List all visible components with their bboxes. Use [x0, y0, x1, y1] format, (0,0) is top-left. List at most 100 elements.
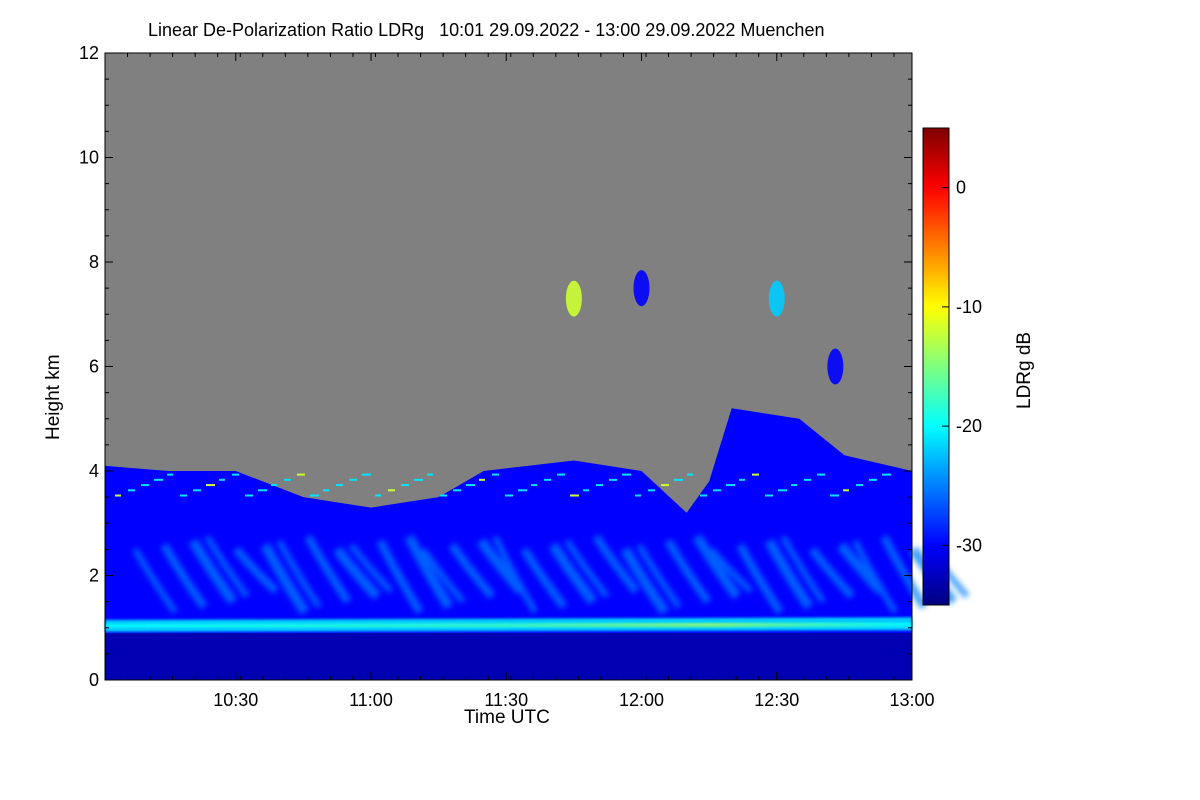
fall-streak	[520, 547, 568, 610]
sparkle	[843, 489, 849, 492]
sparkle	[830, 494, 839, 497]
sparkle	[453, 489, 461, 492]
fall-streak	[333, 546, 381, 600]
fall-streak	[780, 535, 826, 604]
fall-streak	[476, 538, 525, 595]
sparkle	[336, 484, 343, 487]
x-tick-label: 11:00	[349, 690, 393, 710]
colorbar-tick-label: -30	[956, 535, 982, 555]
sparkle	[596, 484, 603, 487]
sparkle	[401, 484, 409, 487]
y-tick-label: 12	[79, 43, 99, 63]
sparkle	[804, 478, 811, 481]
sparkle	[882, 473, 891, 476]
fall-streak	[636, 543, 682, 609]
cloud-top-sparkles	[115, 473, 891, 497]
sparkle	[739, 478, 745, 481]
sparkle	[258, 489, 267, 492]
sparkle	[544, 478, 551, 481]
sparkle	[765, 494, 773, 497]
fall-streak	[276, 539, 322, 609]
fall-streak	[160, 543, 208, 610]
scattered-feature	[633, 270, 650, 307]
fall-streak	[620, 546, 670, 615]
fall-streak	[764, 538, 814, 610]
scattered-feature	[827, 348, 844, 385]
colorbar-tick-label: -10	[956, 297, 982, 317]
sparkle	[791, 484, 797, 487]
sparkle	[869, 478, 877, 481]
sparkle	[427, 473, 433, 476]
fall-streak	[880, 535, 928, 609]
x-tick-label: 10:30	[213, 690, 258, 710]
sparkle	[687, 473, 693, 476]
fall-streaks	[132, 534, 970, 615]
sparkle	[167, 473, 173, 476]
sparkle	[141, 484, 149, 487]
fall-streak	[664, 538, 712, 604]
fall-streak	[564, 539, 610, 599]
fall-streak	[188, 538, 238, 605]
y-tick-label: 2	[89, 566, 99, 586]
colorbar	[922, 127, 950, 606]
sparkle	[284, 478, 291, 481]
sparkle	[245, 494, 253, 497]
fall-streak	[260, 542, 310, 615]
sparkle	[271, 484, 277, 487]
sparkle	[310, 494, 319, 497]
sparkle	[622, 473, 631, 476]
sparkle	[232, 473, 239, 476]
sparkle	[323, 489, 329, 492]
y-tick-label: 4	[89, 461, 99, 481]
sparkle	[713, 489, 721, 492]
sparkle	[557, 473, 565, 476]
fall-streak	[376, 539, 424, 615]
sparkle	[648, 489, 655, 492]
scattered-feature	[565, 280, 582, 317]
fall-streak	[708, 547, 754, 594]
fall-streak	[204, 535, 250, 599]
sparkle	[128, 489, 135, 492]
sparkle	[531, 484, 537, 487]
fall-streak	[548, 542, 597, 605]
sparkle	[219, 478, 225, 481]
sparkle	[583, 489, 589, 492]
y-tick-label: 6	[89, 357, 99, 377]
sparkle	[193, 489, 201, 492]
scattered-feature	[768, 280, 785, 317]
sparkle	[609, 478, 617, 481]
sparkle	[388, 489, 395, 492]
sparkle	[349, 478, 357, 481]
colorbar-tick-label: -20	[956, 416, 982, 436]
x-tick-label: 12:00	[619, 690, 664, 710]
colorbar-tick-label: 0	[956, 178, 966, 198]
sparkle	[856, 484, 863, 487]
x-tick-label: 11:30	[484, 690, 528, 710]
sparkle	[674, 478, 683, 481]
sparkle	[778, 489, 787, 492]
sparkle	[817, 473, 825, 476]
sparkle	[297, 473, 305, 476]
sparkle	[505, 494, 513, 497]
fall-streak	[852, 539, 898, 614]
sparkle	[570, 494, 579, 497]
sparkle	[440, 494, 447, 497]
sparkle	[180, 494, 187, 497]
signal-region	[105, 408, 912, 680]
sparkle	[518, 489, 527, 492]
sparkle	[362, 473, 371, 476]
fall-streak	[304, 534, 352, 604]
fall-streak	[420, 547, 466, 604]
sparkle	[661, 484, 669, 487]
sparkle	[115, 494, 121, 497]
sparkle	[479, 478, 485, 481]
fall-streak	[736, 543, 784, 615]
fall-streak	[232, 546, 279, 595]
fall-streak	[492, 535, 538, 614]
fall-streak	[592, 534, 640, 594]
sparkle	[154, 478, 163, 481]
fall-streak	[348, 543, 394, 594]
sparkle	[700, 494, 707, 497]
